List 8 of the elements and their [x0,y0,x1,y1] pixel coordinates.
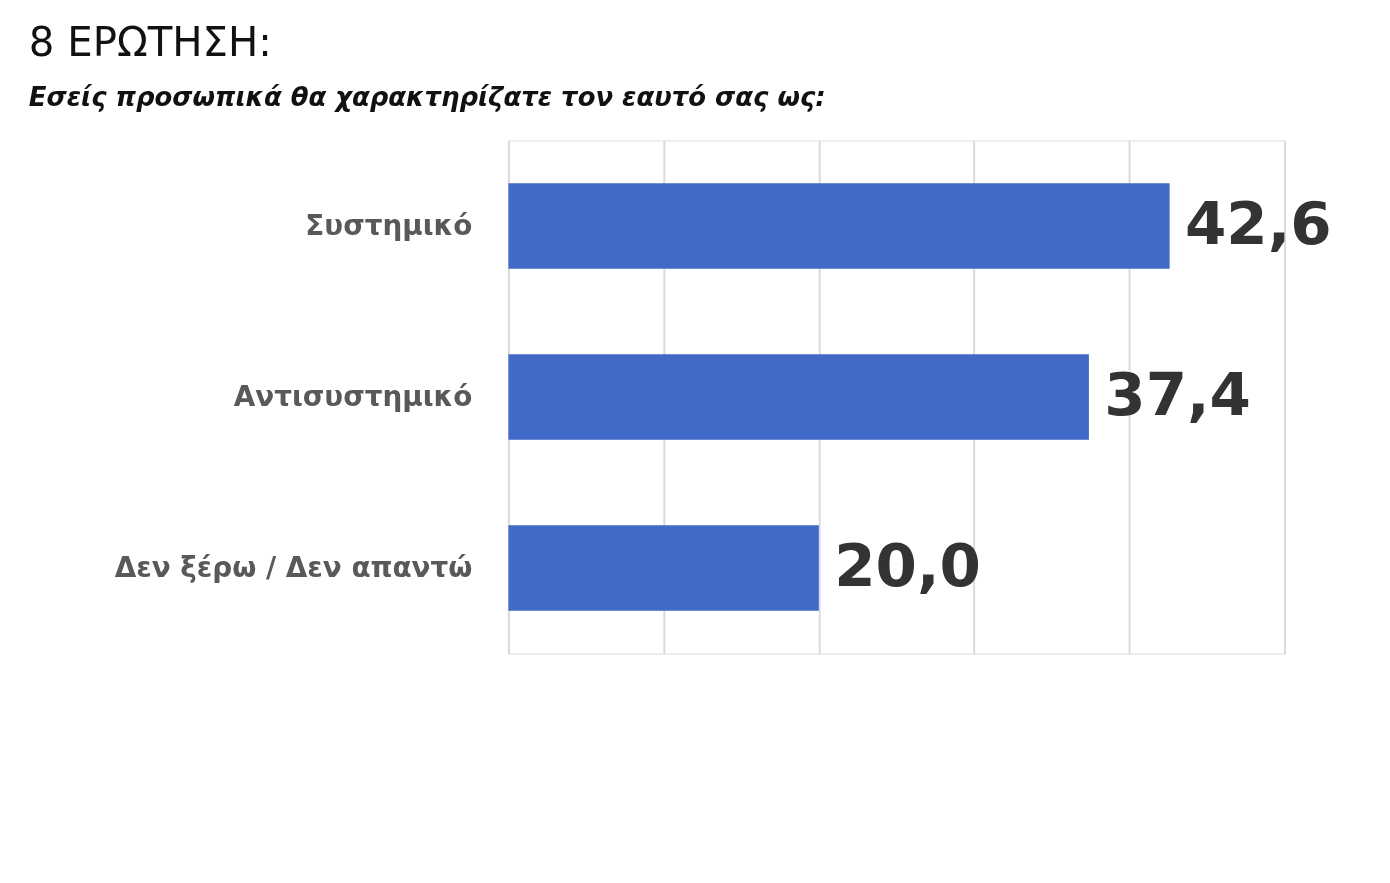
data-label: 20,0 [834,531,981,601]
data-label: 42,6 [1184,189,1332,259]
y-tick-label: Αντισυστημικό [233,379,473,413]
chart-subtitle: Εσείς προσωπικά θα χαρακτηρίζατε τον εαυτό σας ως: [28,81,826,112]
y-tick-label: Συστημικό [305,208,473,242]
text: 8 ΕΡΩΤΗΣΗ: [28,18,272,65]
data-label: 37,4 [1104,360,1251,430]
y-tick-label: Δεν ξέρω / Δεν απαντώ [114,550,473,584]
